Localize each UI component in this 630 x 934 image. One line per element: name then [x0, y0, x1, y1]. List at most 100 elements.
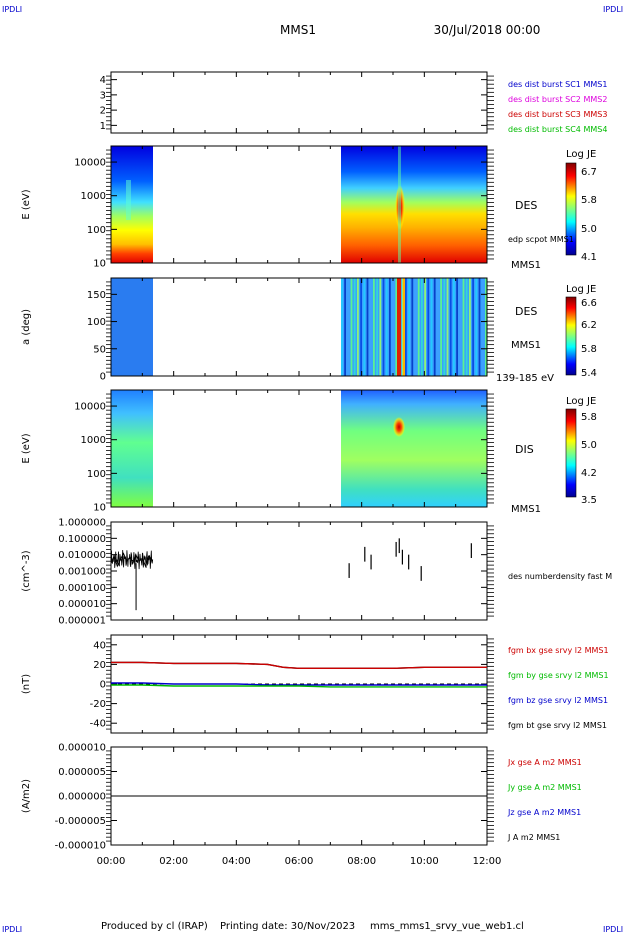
panel3-spectrogram [111, 278, 487, 376]
y-tick-label: 0.000010 [58, 599, 106, 610]
x-tick-label: 00:00 [97, 856, 126, 867]
y-tick-label: 0.010000 [58, 550, 106, 561]
series-line [111, 682, 487, 686]
y-tick-label: 0.100000 [58, 534, 106, 545]
colorbar-panel3: Log JE 6.6 6.2 5.8 5.4 [565, 284, 597, 379]
y-axis-label: (nT) [21, 674, 32, 694]
panel1: 1 2 3 4 des dist burst SC1 MMS1 des dist burs… [100, 71, 607, 134]
footer-producer: Produced by cl (IRAP) [101, 921, 208, 932]
legend-entry: Jx gse A m2 MMS1 [507, 758, 582, 767]
panel4: 10 100 1000 10000 E (eV) [21, 389, 494, 514]
legend-entry: des numberdensity fast M [508, 572, 612, 581]
footer-filename: mms_mms1_srvy_vue_web1.cl [370, 921, 524, 932]
colorbar-title: Log JE [566, 284, 596, 295]
y-tick-label: 0.000100 [58, 583, 106, 594]
y-tick-label: 10 [93, 259, 106, 270]
legend-entry: des dist burst SC2 MMS2 [508, 95, 607, 104]
colorbar-tick: 6.2 [581, 320, 597, 331]
colorbar-panel2: Log JE 6.7 5.8 5.0 4.1 [565, 149, 597, 263]
x-tick-label: 08:00 [347, 856, 376, 867]
legend-entry: J A m2 MMS1 [507, 833, 560, 842]
y-axis-label: E (eV) [21, 189, 32, 219]
legend-entry: fgm by gse srvy l2 MMS1 [508, 671, 609, 680]
colorbar-title: Log JE [566, 396, 596, 407]
panel2-spectrogram [111, 146, 487, 263]
legend-entry: des dist burst SC4 MMS4 [508, 125, 607, 134]
legend-entry: Jz gse A m2 MMS1 [507, 808, 581, 817]
y-tick-label: 20 [93, 660, 106, 671]
legend-entry: des dist burst SC1 MMS1 [508, 80, 607, 89]
corner-label-top-right: IPDLI [603, 5, 623, 14]
y-tick-label: 1.000000 [58, 518, 106, 529]
legend-entry: des dist burst SC3 MMS3 [508, 110, 607, 119]
y-tick-label: 0.000010 [58, 743, 106, 754]
y-tick-label: 10 [93, 503, 106, 514]
panel3-instrument-label: DES [515, 305, 537, 318]
panel3: 0 50 100 150 a (deg) [21, 277, 494, 383]
footer-printing-date: Printing date: 30/Nov/2023 [220, 921, 355, 932]
colorbar-tick: 5.8 [581, 195, 597, 206]
y-tick-label: 100 [87, 317, 106, 328]
colorbar-tick: 5.0 [581, 440, 597, 451]
colorbar-tick: 5.0 [581, 224, 597, 235]
y-axis-label: (A/m2) [21, 779, 32, 813]
y-tick-label: 0 [100, 680, 106, 691]
y-tick-label: 4 [100, 75, 106, 86]
y-tick-label: 0.000001 [58, 616, 106, 627]
y-tick-label: 3 [100, 90, 106, 101]
x-tick-label: 04:00 [222, 856, 251, 867]
corner-label-top-left: IPDLI [2, 5, 22, 14]
panel5: 0.000001 0.000010 0.000100 0.001000 0.010000… [21, 518, 612, 627]
panel2-overlay-label: edp scpot MMS1 [508, 235, 574, 244]
y-tick-label: 1000 [81, 435, 106, 446]
panel4-spacecraft-label: MMS1 [511, 504, 541, 515]
y-tick-label: 1 [100, 121, 106, 132]
colorbar-title: Log JE [566, 149, 596, 160]
legend-entry: fgm bt gse srvy l2 MMS1 [508, 721, 607, 730]
y-axis-label: E (eV) [21, 433, 32, 463]
y-tick-label: 0.001000 [58, 567, 106, 578]
y-tick-label: 2 [100, 106, 106, 117]
colorbar-tick: 4.1 [581, 252, 597, 263]
panel7: -0.000010 -0.000005 0.000000 0.000005 0.0000… [21, 743, 582, 852]
colorbar-tick: 6.6 [581, 298, 597, 309]
legend-entry: fgm bz gse srvy l2 MMS1 [508, 696, 608, 705]
y-tick-label: 10000 [74, 158, 106, 169]
series-line [111, 661, 487, 669]
panel2-spacecraft-label: MMS1 [511, 260, 541, 271]
y-tick-label: 1000 [81, 191, 106, 202]
panel5-frame [110, 521, 488, 621]
colorbar-tick: 5.8 [581, 344, 597, 355]
panel3-energy-label: 139-185 eV [496, 373, 554, 384]
x-tick-label: 06:00 [285, 856, 314, 867]
y-tick-label: 100 [87, 225, 106, 236]
corner-label-bottom-right: IPDLI [603, 925, 623, 934]
y-tick-label: 10000 [74, 402, 106, 413]
density-series [110, 552, 154, 568]
panel1-frame [110, 71, 488, 134]
y-tick-label: 50 [93, 344, 106, 355]
panel2: 10 100 1000 10000 E (eV) [21, 145, 494, 270]
y-tick-label: -0.000010 [55, 841, 106, 852]
y-tick-label: 0.000000 [58, 792, 106, 803]
colorbar-tick: 3.5 [581, 495, 597, 506]
y-tick-label: -20 [90, 699, 106, 710]
panel4-instrument-label: DIS [515, 443, 534, 456]
legend-entry: fgm bx gse srvy l2 MMS1 [508, 646, 609, 655]
colorbar-tick: 5.4 [581, 368, 597, 379]
y-tick-label: -40 [90, 719, 106, 730]
panel2-instrument-label: DES [515, 199, 537, 212]
x-tick-label: 10:00 [410, 856, 439, 867]
legend-entry: Jy gse A m2 MMS1 [507, 783, 582, 792]
x-tick-label: 02:00 [159, 856, 188, 867]
x-tick-label: 12:00 [473, 856, 502, 867]
y-axis-label: a (deg) [21, 309, 32, 345]
y-tick-label: 40 [93, 640, 106, 651]
y-tick-label: 0.000005 [58, 767, 106, 778]
mission-title: MMS1 [280, 23, 316, 37]
colorbar-tick: 4.2 [581, 468, 597, 479]
y-axis-label: (cm^-3) [21, 550, 32, 591]
y-tick-label: -0.000005 [55, 816, 106, 827]
panel4-spectrogram [111, 390, 487, 507]
